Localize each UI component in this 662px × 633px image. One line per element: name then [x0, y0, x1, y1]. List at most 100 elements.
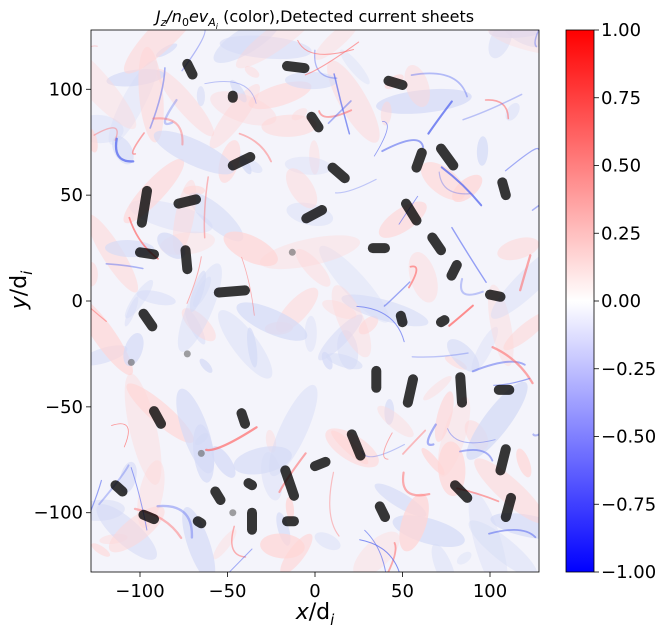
background-filament	[381, 139, 425, 153]
background-filament	[205, 426, 258, 452]
background-patch	[195, 432, 209, 446]
background-patch	[230, 79, 247, 103]
background-filament	[130, 467, 148, 531]
colorbar-ticks: −1.00 −0.75 −0.50 −0.25 0.00 0.25 0.50 0.75 1.00	[594, 20, 656, 583]
faint-current-sheet	[229, 509, 237, 517]
background-filament	[91, 45, 98, 47]
title-suffix: (color),Detected current sheets	[218, 7, 474, 26]
current-sheet	[485, 289, 506, 302]
current-sheet	[383, 75, 408, 90]
background-filament	[534, 30, 539, 48]
background-patch	[408, 252, 438, 303]
y-axis-label: y/di	[7, 270, 36, 310]
background-patch	[91, 499, 125, 521]
background-patch	[339, 49, 370, 85]
background-patch	[431, 543, 457, 572]
background-patch	[314, 532, 341, 551]
current-sheet	[327, 162, 350, 184]
background-patch	[261, 114, 317, 137]
y-axis-label-sub: i	[18, 270, 36, 275]
background-patch	[177, 263, 222, 352]
background-filament	[491, 346, 534, 385]
colorbar-tick-label: 1.00	[601, 20, 641, 41]
background-patch	[112, 135, 134, 165]
background-filament	[304, 41, 360, 76]
background-patch	[183, 185, 205, 196]
current-sheet	[374, 501, 390, 522]
background-filament	[111, 423, 129, 448]
x-axis-label-sub: i	[330, 611, 335, 629]
colorbar-tick-label: −0.25	[601, 359, 656, 380]
faint-current-sheet	[197, 449, 205, 457]
background-patch	[196, 86, 206, 107]
background-filament	[91, 307, 107, 322]
current-sheet	[138, 308, 158, 332]
background-patch	[476, 136, 489, 166]
background-filament	[493, 377, 531, 386]
background-patch	[468, 491, 508, 572]
background-filament	[383, 281, 411, 307]
background-filament	[488, 528, 537, 539]
background-filament	[163, 98, 178, 126]
background-patch	[124, 279, 154, 319]
background-patch	[358, 315, 379, 335]
x-axis-label-slash-d: /d	[309, 600, 330, 625]
title-sub-0: 0	[182, 16, 189, 29]
background-filament	[427, 100, 453, 135]
background-patch	[189, 270, 206, 312]
background-filament	[231, 525, 247, 558]
background-filament	[114, 137, 135, 163]
current-sheet	[180, 245, 193, 275]
x-tick-label: −50	[209, 581, 247, 602]
x-axis-ticks: −100 −50 0 50 100	[115, 572, 507, 602]
background-patch	[497, 237, 539, 261]
background-filament	[333, 73, 351, 135]
background-patch	[466, 381, 528, 460]
colorbar-tick-label: 0.00	[601, 291, 641, 312]
background-patch	[235, 30, 322, 69]
current-sheet	[455, 372, 467, 408]
background-patch	[505, 102, 520, 121]
current-sheet	[395, 310, 408, 328]
background-patch	[285, 71, 338, 90]
background-filament	[186, 256, 202, 304]
background-filament	[408, 265, 418, 289]
background-patch	[384, 399, 395, 425]
x-tick-label: 100	[473, 581, 507, 602]
background-filament	[438, 171, 472, 195]
background-filament	[149, 67, 166, 129]
background-patch	[423, 375, 452, 401]
background-patch	[182, 507, 216, 572]
y-axis-label-slash-d: /d	[7, 275, 32, 296]
background-filament	[204, 81, 257, 104]
colorbar-tick-label: 0.75	[601, 88, 641, 109]
background-filament	[356, 305, 405, 343]
y-tick-label: 50	[60, 185, 83, 206]
current-sheet	[306, 111, 324, 133]
background-filament	[93, 127, 118, 141]
y-tick-label: 100	[49, 79, 83, 100]
chart-title: Jz/n0evAi (color),Detected current sheet…	[153, 7, 474, 31]
faint-current-sheet	[183, 350, 191, 358]
background-patch	[211, 446, 236, 478]
background-patch	[244, 65, 260, 78]
current-sheet	[346, 429, 366, 461]
background-filament	[426, 423, 437, 446]
colorbar-tick-label: −1.00	[601, 562, 656, 583]
background-patch	[331, 285, 372, 358]
background-patch	[218, 309, 273, 379]
background-patch	[123, 158, 185, 224]
background-patch	[91, 543, 111, 557]
current-sheet	[282, 61, 310, 74]
background-filament	[448, 304, 474, 327]
background-filament	[364, 529, 387, 572]
y-tick-label: −100	[34, 503, 83, 524]
background-filament	[451, 226, 487, 283]
current-sheets	[110, 58, 516, 535]
background-patch	[124, 373, 162, 485]
y-axis-ticks: −100 −50 0 50 100	[34, 79, 91, 524]
background-filament	[462, 93, 523, 121]
background-patch	[377, 405, 414, 438]
current-sheet	[210, 486, 226, 505]
y-tick-label: −50	[45, 397, 83, 418]
